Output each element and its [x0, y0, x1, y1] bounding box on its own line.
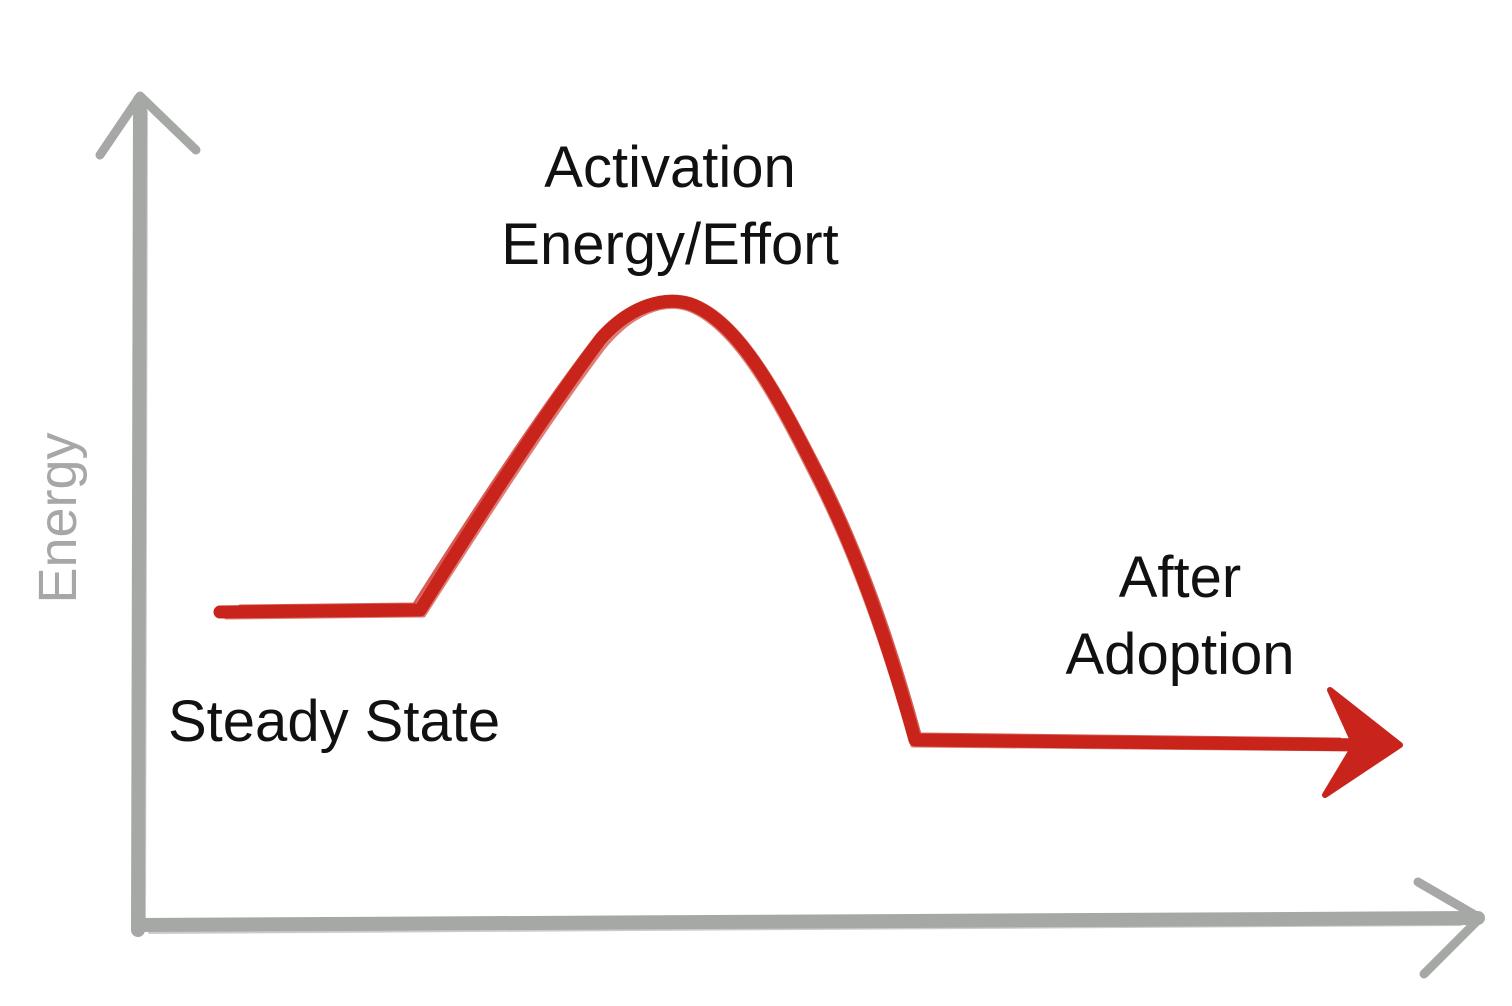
curve-arrowhead	[1322, 687, 1403, 798]
curve-sketch-1	[238, 294, 1342, 741]
curve-main	[213, 294, 1377, 752]
activation-label-line-2: Energy/Effort	[501, 211, 839, 277]
after-label-line-2: Adoption	[1065, 621, 1295, 687]
axes	[95, 91, 1485, 979]
y-axis-line-sketch	[142, 110, 148, 922]
x-axis-line-sketch	[148, 922, 1462, 934]
y-axis-label: Energy	[28, 432, 88, 604]
x-axis-line	[131, 911, 1485, 932]
after-adoption-label: After Adoption	[1030, 540, 1330, 693]
x-axis-arrowhead	[1413, 877, 1485, 979]
y-axis-arrowhead	[95, 91, 201, 160]
curve-sketch-2	[224, 305, 1362, 752]
steady-state-label: Steady State	[168, 689, 501, 754]
y-axis-line	[131, 93, 147, 937]
activation-label-line-1: Activation	[544, 135, 796, 200]
after-label-line-1: After	[1118, 545, 1242, 610]
energy-curve	[213, 294, 1403, 798]
activation-energy-label: Activation Energy/Effort	[470, 130, 870, 283]
